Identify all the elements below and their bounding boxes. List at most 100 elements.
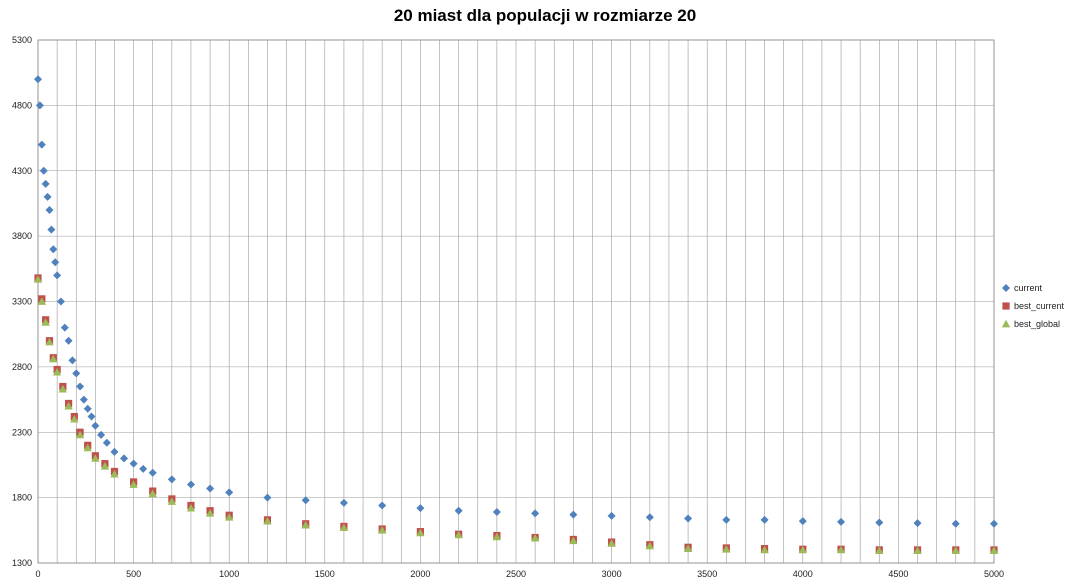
point-current bbox=[913, 519, 922, 528]
point-current bbox=[186, 480, 195, 489]
point-current bbox=[760, 515, 769, 524]
point-best_global bbox=[722, 545, 731, 553]
point-best_global bbox=[225, 513, 234, 521]
point-best_global bbox=[454, 530, 463, 539]
x-tick-label: 4500 bbox=[888, 569, 908, 579]
point-current bbox=[139, 464, 148, 473]
point-best_global bbox=[836, 545, 846, 554]
point-best_global bbox=[951, 546, 960, 554]
x-tick-label: 500 bbox=[126, 569, 141, 579]
point-current bbox=[206, 484, 215, 493]
point-current bbox=[378, 501, 387, 510]
point-best_global bbox=[100, 462, 110, 470]
point-current bbox=[569, 510, 578, 519]
point-best_global bbox=[683, 544, 693, 552]
y-tick-label: 4300 bbox=[12, 166, 32, 176]
point-current bbox=[60, 323, 69, 332]
point-current bbox=[263, 493, 272, 502]
x-tick-label: 4000 bbox=[793, 569, 813, 579]
point-best_global bbox=[33, 275, 43, 283]
x-tick-label: 0 bbox=[35, 569, 40, 579]
point-best_global bbox=[263, 516, 272, 525]
point-best_global bbox=[339, 523, 349, 532]
point-best_global bbox=[129, 480, 138, 488]
legend-label-best_current: best_current bbox=[1014, 301, 1065, 311]
point-current bbox=[39, 166, 48, 175]
point-current bbox=[76, 382, 85, 391]
point-current bbox=[49, 245, 58, 254]
point-current bbox=[454, 506, 463, 515]
legend-label-current: current bbox=[1014, 283, 1043, 293]
point-current bbox=[56, 297, 65, 306]
point-current bbox=[47, 225, 56, 234]
point-current bbox=[492, 508, 501, 517]
point-current bbox=[35, 101, 44, 110]
x-tick-label: 5000 bbox=[984, 569, 1004, 579]
point-current bbox=[837, 517, 846, 526]
point-best_global bbox=[913, 546, 922, 554]
point-current bbox=[97, 430, 106, 439]
point-current bbox=[91, 421, 100, 430]
point-best_global bbox=[52, 367, 62, 376]
point-best_global bbox=[37, 297, 47, 305]
point-current bbox=[129, 459, 138, 468]
point-best_global bbox=[75, 430, 85, 439]
point-current bbox=[684, 514, 693, 523]
point-best_global bbox=[186, 503, 196, 512]
legend-marker-current bbox=[1002, 284, 1010, 292]
point-best_global bbox=[110, 469, 119, 478]
y-tick-label: 5300 bbox=[12, 35, 32, 45]
point-best_global bbox=[83, 443, 92, 452]
point-best_global bbox=[798, 545, 807, 554]
point-current bbox=[102, 438, 111, 447]
point-current bbox=[607, 511, 616, 520]
point-current bbox=[339, 498, 348, 507]
point-best_global bbox=[645, 541, 655, 550]
point-current bbox=[167, 475, 176, 484]
point-current bbox=[531, 509, 540, 518]
point-current bbox=[64, 336, 73, 345]
point-current bbox=[110, 447, 119, 456]
point-best_global bbox=[875, 546, 884, 554]
point-current bbox=[79, 395, 88, 404]
legend-marker-best_global bbox=[1001, 319, 1011, 328]
point-current bbox=[645, 513, 654, 522]
x-tick-label: 2000 bbox=[410, 569, 430, 579]
point-best_global bbox=[49, 354, 58, 363]
point-best_global bbox=[205, 509, 215, 517]
point-current bbox=[798, 517, 807, 526]
point-current bbox=[87, 412, 96, 421]
point-best_global bbox=[301, 520, 310, 529]
y-tick-label: 3300 bbox=[12, 297, 32, 307]
point-best_global bbox=[989, 546, 999, 554]
point-current bbox=[37, 140, 46, 149]
point-current bbox=[951, 519, 960, 528]
point-current bbox=[225, 488, 234, 497]
legend-marker-best_current bbox=[1002, 302, 1010, 310]
point-best_global bbox=[148, 489, 157, 498]
point-current bbox=[51, 258, 60, 267]
point-best_global bbox=[760, 545, 769, 554]
point-current bbox=[301, 496, 310, 505]
point-current bbox=[120, 454, 129, 463]
point-current bbox=[83, 404, 92, 413]
y-tick-label: 2300 bbox=[12, 427, 32, 437]
y-tick-label: 1800 bbox=[12, 493, 32, 503]
plot-frame bbox=[37, 39, 995, 564]
point-current bbox=[990, 519, 998, 528]
point-current bbox=[72, 369, 81, 378]
point-current bbox=[53, 271, 62, 280]
y-tick-label: 3800 bbox=[12, 231, 32, 241]
point-best_global bbox=[607, 539, 616, 547]
x-tick-label: 3500 bbox=[697, 569, 717, 579]
x-tick-label: 3000 bbox=[602, 569, 622, 579]
point-current bbox=[722, 515, 731, 524]
point-current bbox=[41, 179, 50, 188]
point-current bbox=[43, 192, 52, 201]
point-best_global bbox=[492, 532, 502, 541]
point-current bbox=[148, 468, 157, 477]
chart-title: 20 miast dla populacji w rozmiarze 20 bbox=[393, 6, 697, 25]
point-current bbox=[68, 356, 77, 365]
point-best_global bbox=[167, 497, 177, 505]
